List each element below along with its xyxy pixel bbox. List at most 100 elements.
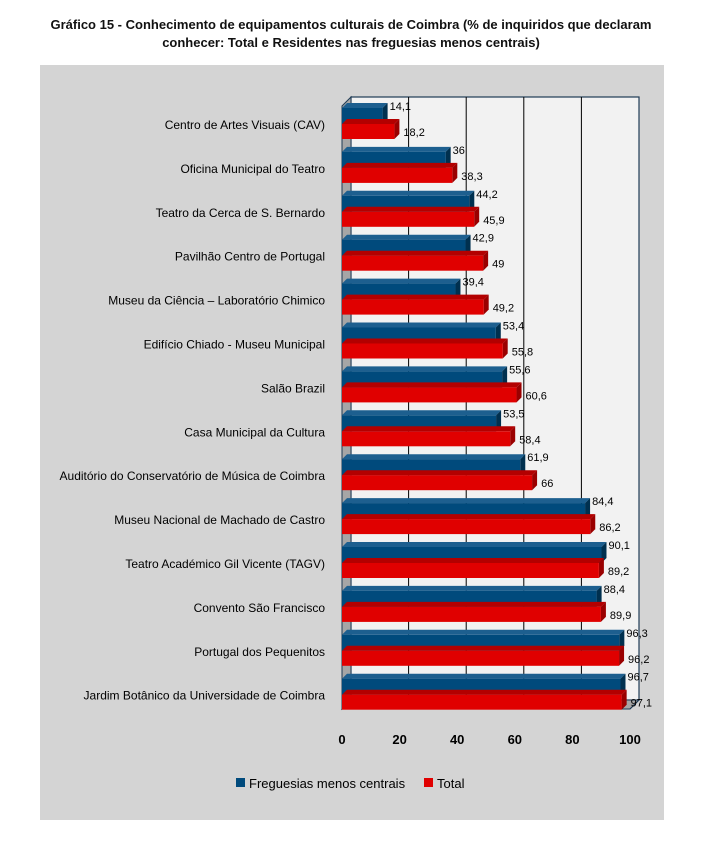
- bar-side: [619, 629, 625, 651]
- bar-top: [342, 206, 480, 212]
- bar-top: [342, 645, 625, 651]
- bar-total: [342, 475, 533, 491]
- chart-title: Gráfico 15 - Conhecimento de equipamento…: [0, 16, 702, 52]
- bar-side: [601, 542, 607, 563]
- category-label: Teatro Académico Gil Vicente (TAGV): [125, 557, 325, 571]
- bar-top: [342, 382, 522, 388]
- bar-side: [598, 558, 604, 578]
- legend-label: Freguesias menos centrais: [249, 776, 406, 791]
- bar-side: [483, 250, 489, 271]
- bar-total: [342, 694, 622, 710]
- bar-side: [495, 322, 501, 344]
- category-label: Pavilhão Centro de Portugal: [175, 250, 325, 264]
- data-label: 36: [453, 145, 465, 157]
- bar-top: [342, 338, 508, 344]
- data-label: 84,4: [592, 496, 613, 508]
- data-label: 55,8: [512, 347, 533, 359]
- bar-top: [342, 294, 489, 300]
- category-label: Teatro da Cerca de S. Bernardo: [156, 206, 326, 220]
- bar-top: [342, 498, 591, 504]
- bar-total: [342, 650, 620, 666]
- bar-total: [342, 211, 475, 227]
- category-label: Edifício Chiado - Museu Municipal: [144, 338, 325, 352]
- bar-top: [342, 103, 388, 108]
- x-tick-label: 80: [565, 732, 579, 747]
- data-label: 88,4: [604, 584, 625, 596]
- bar-side: [510, 426, 516, 447]
- category-label: Museu da Ciência – Laboratório Chimico: [108, 294, 325, 308]
- data-label: 96,7: [627, 672, 648, 684]
- bar-top: [342, 146, 451, 152]
- bar-side: [585, 498, 591, 520]
- data-label: 86,2: [599, 522, 620, 534]
- bar-top: [342, 585, 602, 591]
- bar-top: [342, 542, 607, 547]
- legend-swatch: [236, 778, 245, 787]
- bar-side: [452, 162, 458, 183]
- bar-side: [465, 234, 471, 256]
- bar-top: [342, 426, 516, 432]
- data-label: 96,2: [628, 654, 649, 666]
- bar-side: [382, 103, 388, 124]
- data-label: 38,3: [461, 171, 482, 183]
- bar-top: [342, 601, 606, 607]
- bar-side: [502, 366, 508, 388]
- bar-total: [342, 519, 591, 535]
- data-label: 66: [541, 478, 553, 490]
- legend-label: Total: [437, 776, 465, 791]
- data-label: 89,2: [608, 566, 629, 578]
- bar-side: [600, 601, 606, 622]
- bar-top: [342, 322, 501, 328]
- data-label: 90,1: [608, 540, 629, 552]
- bar-side: [590, 514, 596, 535]
- bar-top: [342, 629, 625, 635]
- bar-side: [619, 645, 625, 666]
- data-label: 49,2: [493, 303, 514, 315]
- bar-top: [342, 514, 596, 520]
- data-label: 53,4: [503, 321, 524, 333]
- bar-total: [342, 563, 599, 578]
- data-label: 96,3: [626, 628, 647, 640]
- bar-side: [620, 673, 626, 695]
- data-label: 44,2: [476, 189, 497, 201]
- bar-top: [342, 366, 508, 372]
- bar-top: [342, 278, 461, 284]
- chart-title-line-2: conhecer: Total e Residentes nas fregues…: [162, 35, 540, 50]
- bar-top: [342, 162, 458, 168]
- category-label: Salão Brazil: [261, 381, 325, 395]
- legend-swatch: [424, 778, 433, 787]
- bar-top: [342, 454, 526, 460]
- data-label: 97,1: [631, 698, 652, 710]
- category-label: Oficina Municipal do Teatro: [180, 162, 325, 176]
- bar-side: [455, 278, 461, 300]
- bar-side: [445, 146, 451, 168]
- data-label: 60,6: [526, 390, 547, 402]
- data-label: 45,9: [483, 215, 504, 227]
- bar-side: [502, 338, 508, 359]
- x-tick-label: 100: [619, 732, 641, 747]
- bar-top: [342, 119, 400, 124]
- data-label: 39,4: [462, 277, 483, 289]
- x-tick-label: 0: [338, 732, 345, 747]
- bar-total: [342, 124, 395, 139]
- bar-top: [342, 190, 475, 196]
- bar-side: [474, 206, 480, 227]
- bar-total: [342, 255, 484, 271]
- bar-total: [342, 343, 503, 359]
- bar-side: [520, 454, 526, 476]
- x-tick-label: 40: [450, 732, 464, 747]
- bar-top: [342, 689, 627, 695]
- category-label: Museu Nacional de Machado de Castro: [114, 513, 325, 527]
- bar-total: [342, 299, 484, 315]
- chart-title-line-1: Gráfico 15 - Conhecimento de equipamento…: [50, 17, 652, 32]
- category-label: Casa Municipal da Cultura: [184, 425, 325, 439]
- bar-total: [342, 167, 453, 183]
- data-label: 49: [492, 259, 504, 271]
- data-label: 61,9: [527, 452, 548, 464]
- bar-side: [469, 190, 475, 212]
- category-label: Jardim Botânico da Universidade de Coimb…: [84, 689, 326, 703]
- bar-top: [342, 234, 471, 240]
- data-label: 18,2: [403, 127, 424, 139]
- data-label: 89,9: [610, 610, 631, 622]
